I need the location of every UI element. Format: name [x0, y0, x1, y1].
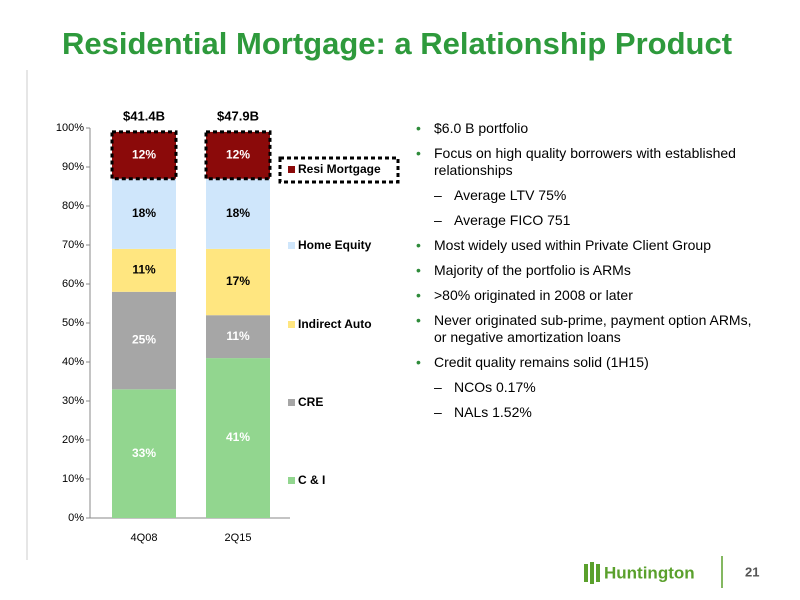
bar-segment — [112, 291, 176, 390]
page-number: 21 — [745, 564, 759, 579]
legend-label: Home Equity — [298, 238, 372, 252]
data-label: 11% — [226, 329, 250, 343]
legend-swatch — [288, 321, 295, 328]
bullet: Majority of the portfolio is ARMs — [414, 262, 764, 279]
logo-text: Huntington — [604, 563, 695, 582]
bullet-list: $6.0 B portfolio Focus on high quality bo… — [414, 120, 764, 429]
bar-segment — [204, 130, 272, 181]
bar-segment — [110, 130, 178, 181]
bar-segment — [206, 358, 270, 518]
bar-segment — [112, 389, 176, 518]
y-tick-label: 100% — [56, 122, 84, 134]
data-label: 12% — [226, 147, 250, 161]
x-tick-label: 2Q15 — [225, 532, 252, 544]
y-tick-label: 40% — [62, 356, 84, 368]
legend-label: CRE — [298, 395, 323, 409]
slide-title: Residential Mortgage: a Relationship Pro… — [62, 26, 732, 61]
total-label: $41.4B — [123, 108, 165, 123]
legend-swatch — [288, 242, 295, 249]
legend-label: Resi Mortgage — [298, 162, 381, 176]
sub-bullet: Average LTV 75% — [414, 187, 764, 204]
bar-segment — [206, 315, 270, 359]
y-tick-label: 90% — [62, 161, 84, 173]
legend-highlight — [278, 156, 400, 184]
bar-segment — [112, 248, 176, 292]
data-label: 41% — [226, 430, 250, 444]
bullet: Credit quality remains solid (1H15) — [414, 354, 764, 371]
legend-swatch — [288, 166, 295, 173]
y-tick-label: 20% — [62, 434, 84, 446]
data-label: 18% — [226, 206, 250, 220]
legend-swatch — [288, 399, 295, 406]
data-label: 11% — [132, 263, 156, 277]
legend-label: Indirect Auto — [298, 317, 372, 331]
data-label: 25% — [132, 333, 156, 347]
sub-bullet: NCOs 0.17% — [414, 379, 764, 396]
bullet: Most widely used within Private Client G… — [414, 237, 764, 254]
data-label: 18% — [132, 206, 156, 220]
data-label: 33% — [132, 446, 156, 460]
bar-segment — [206, 248, 270, 316]
bar-segment — [112, 178, 176, 249]
data-label: 12% — [132, 147, 156, 161]
y-tick-label: 10% — [62, 473, 84, 485]
y-tick-label: 50% — [62, 317, 84, 329]
y-tick-label: 0% — [68, 512, 84, 524]
legend-swatch — [288, 477, 295, 484]
y-tick-label: 70% — [62, 239, 84, 251]
y-tick-label: 60% — [62, 278, 84, 290]
sub-bullet: Average FICO 751 — [414, 212, 764, 229]
bar-segment — [206, 178, 270, 249]
data-label: 17% — [226, 274, 250, 288]
sub-bullet: NALs 1.52% — [414, 404, 764, 421]
total-label: $47.9B — [217, 108, 259, 123]
x-tick-label: 4Q08 — [131, 532, 158, 544]
bullet: >80% originated in 2008 or later — [414, 287, 764, 304]
bullet: Never originated sub-prime, payment opti… — [414, 312, 764, 346]
bullet: Focus on high quality borrowers with est… — [414, 145, 764, 179]
bullet: $6.0 B portfolio — [414, 120, 764, 137]
y-tick-label: 80% — [62, 200, 84, 212]
y-tick-label: 30% — [62, 395, 84, 407]
logo: Huntington — [584, 562, 695, 584]
legend-label: C & I — [298, 473, 325, 487]
